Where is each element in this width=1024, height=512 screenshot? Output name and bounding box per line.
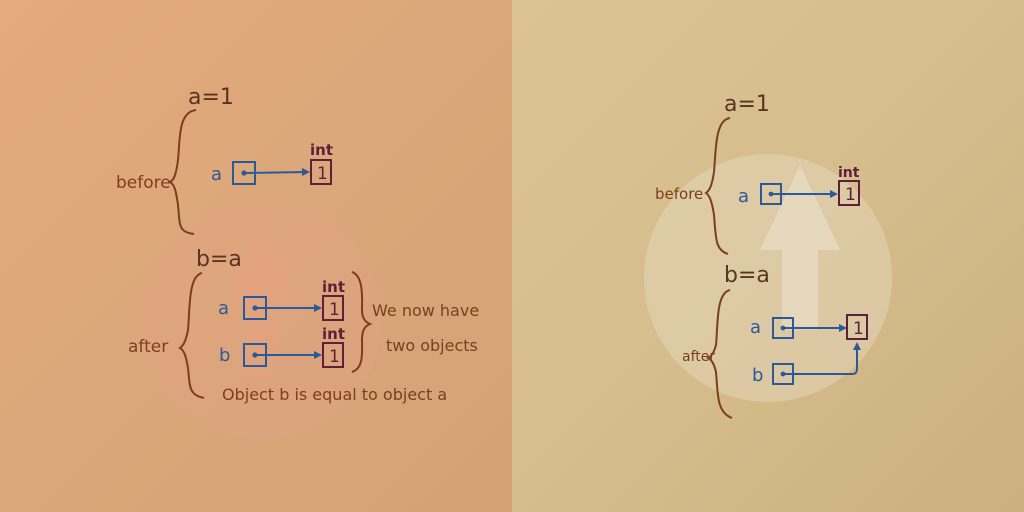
left-after-brace: [178, 272, 205, 399]
right-panel-background: [512, 0, 1024, 512]
left-after-b-int-value: 1: [329, 347, 340, 367]
left-before-brace: [167, 109, 197, 235]
left-after-a-int-label: int: [322, 278, 345, 296]
left-before-int-value: 1: [317, 164, 328, 184]
left-after-var-b: b: [219, 345, 230, 366]
right-before-brace: [704, 117, 731, 255]
left-after-b-int-label: int: [322, 325, 345, 343]
right-after-var-b: b: [752, 365, 763, 386]
left-after-var-a-pointer-dot: [252, 305, 258, 311]
right-statement-b-assign: b=a: [724, 263, 770, 288]
left-after-b-int-object-box: [322, 342, 344, 368]
right-after-var-a: a: [750, 317, 761, 338]
left-watermark-arrow-icon: [224, 220, 300, 380]
left-before-label: before: [116, 173, 171, 193]
right-shared-int-object-box: [846, 314, 868, 340]
right-after-var-b-pointer-dot: [780, 371, 786, 377]
right-before-int-value: 1: [845, 185, 856, 205]
left-statement-b-assign: b=a: [196, 247, 242, 272]
right-before-int-label: int: [838, 165, 860, 181]
right-before-int-object-box: [838, 180, 860, 206]
right-after-brace: [705, 289, 733, 419]
left-after-b-arrowhead-icon: [314, 351, 322, 359]
right-statement-a-assign: a=1: [724, 92, 770, 117]
left-after-a-arrowhead-icon: [314, 304, 322, 312]
left-note-line-1: We now have: [372, 301, 479, 320]
left-before-reference-arrow: [245, 171, 307, 174]
left-before-int-label: int: [310, 141, 333, 159]
left-after-a-int-object-box: [322, 295, 344, 321]
right-before-arrowhead-icon: [830, 190, 838, 198]
left-before-var-a: a: [211, 164, 222, 185]
right-watermark-circle: [644, 154, 892, 402]
left-after-var-b-pointer-dot: [252, 352, 258, 358]
left-before-int-object-box: [310, 159, 332, 185]
left-statement-a-assign: a=1: [188, 85, 234, 110]
right-after-a-arrowhead-icon: [839, 324, 847, 332]
left-after-a-int-value: 1: [329, 300, 340, 320]
right-watermark-arrow-icon: [760, 165, 840, 330]
left-after-label: after: [128, 337, 168, 357]
right-before-label: before: [655, 185, 703, 203]
left-after-var-a: a: [218, 298, 229, 319]
right-after-var-a-pointer-dot: [780, 325, 786, 331]
right-after-label: after: [682, 349, 715, 365]
left-note-line-2: two objects: [386, 336, 478, 355]
right-shared-int-value: 1: [853, 319, 864, 339]
right-before-var-a: a: [738, 186, 749, 207]
right-after-b-arrowhead-icon: [853, 342, 861, 350]
right-before-var-a-pointer-dot: [768, 191, 774, 197]
left-bottom-note: Object b is equal to object a: [222, 385, 447, 404]
left-note-brace: [351, 271, 373, 373]
right-after-b-reference-arrow: [785, 348, 858, 375]
left-before-var-a-pointer-dot: [241, 170, 247, 176]
left-panel-background: [0, 0, 512, 512]
left-before-arrowhead-icon: [302, 168, 310, 176]
